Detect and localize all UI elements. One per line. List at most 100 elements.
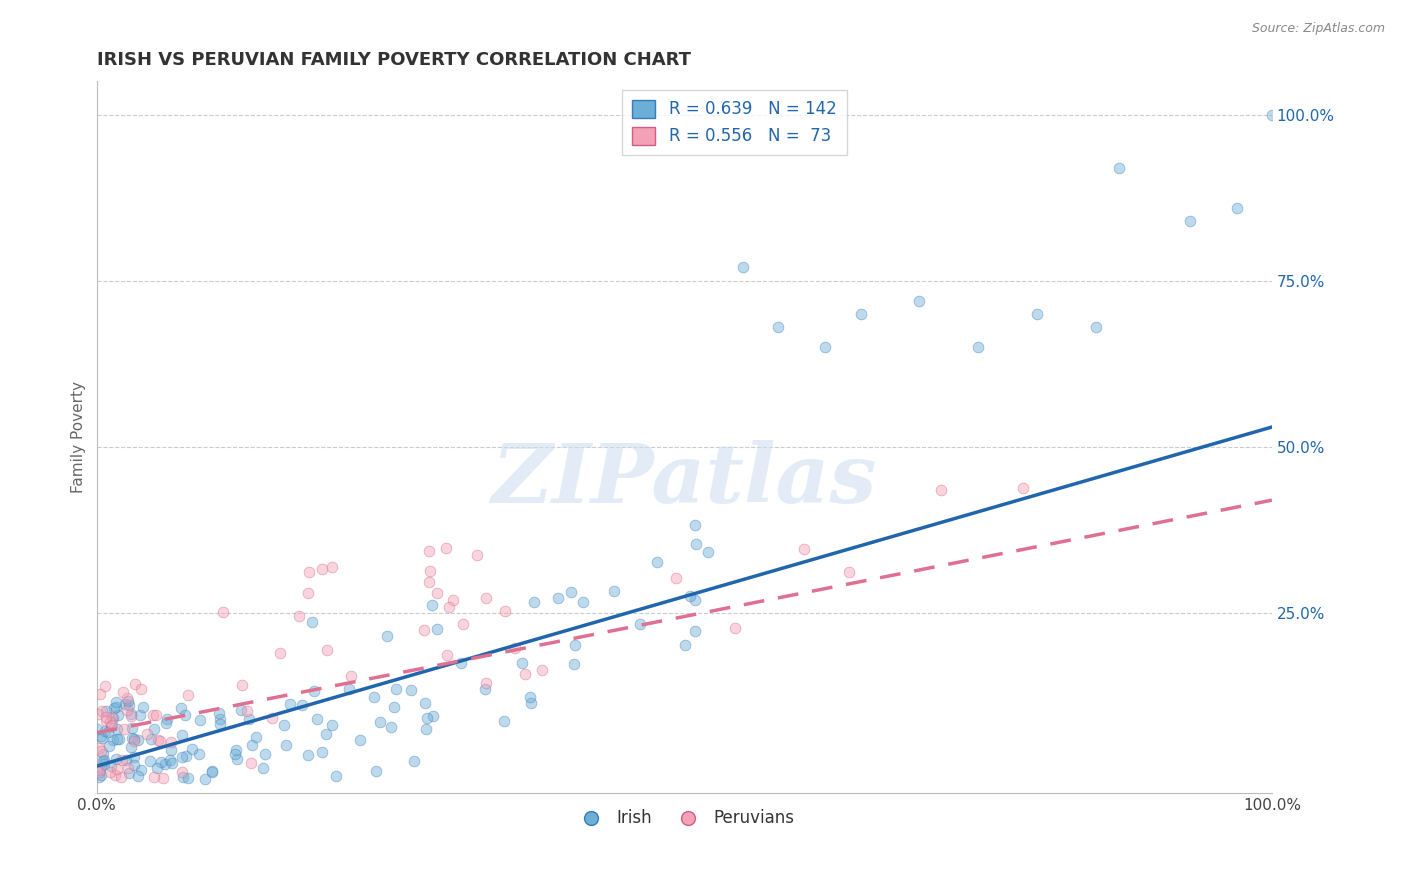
- Point: [108, 731, 131, 746]
- Point: [170, 701, 193, 715]
- Point: [931, 483, 953, 497]
- Point: [253, 747, 276, 762]
- Point: [224, 747, 246, 761]
- Point: [349, 732, 371, 747]
- Point: [122, 750, 145, 764]
- Point: [1178, 214, 1201, 228]
- Point: [201, 765, 224, 780]
- Point: [87, 770, 110, 784]
- Point: [723, 621, 745, 635]
- Point: [121, 731, 143, 745]
- Point: [149, 755, 172, 769]
- Point: [174, 749, 197, 764]
- Point: [236, 704, 259, 718]
- Point: [142, 770, 165, 784]
- Point: [451, 617, 474, 632]
- Point: [112, 685, 135, 699]
- Point: [683, 593, 706, 607]
- Point: [98, 765, 121, 780]
- Point: [172, 728, 194, 742]
- Point: [685, 537, 707, 551]
- Point: [1226, 201, 1249, 215]
- Point: [426, 586, 449, 600]
- Point: [121, 721, 143, 735]
- Point: [402, 754, 425, 768]
- Point: [321, 718, 343, 732]
- Point: [1261, 107, 1284, 121]
- Point: [439, 599, 461, 614]
- Point: [260, 711, 283, 725]
- Point: [628, 616, 651, 631]
- Text: IRISH VS PERUVIAN FAMILY POVERTY CORRELATION CHART: IRISH VS PERUVIAN FAMILY POVERTY CORRELA…: [97, 51, 690, 69]
- Point: [503, 640, 526, 655]
- Point: [153, 757, 176, 772]
- Point: [105, 732, 128, 747]
- Point: [838, 565, 860, 579]
- Point: [231, 703, 253, 717]
- Point: [419, 564, 441, 578]
- Point: [155, 716, 177, 731]
- Point: [98, 714, 121, 729]
- Point: [368, 715, 391, 730]
- Point: [209, 712, 232, 726]
- Point: [415, 722, 437, 736]
- Point: [208, 717, 231, 731]
- Point: [142, 708, 165, 723]
- Point: [91, 754, 114, 768]
- Point: [160, 735, 183, 749]
- Point: [340, 669, 363, 683]
- Point: [90, 729, 112, 743]
- Point: [93, 679, 115, 693]
- Point: [311, 562, 333, 576]
- Point: [177, 771, 200, 785]
- Point: [226, 752, 249, 766]
- Point: [173, 708, 195, 723]
- Point: [298, 565, 321, 579]
- Point: [301, 615, 323, 630]
- Point: [87, 706, 110, 721]
- Point: [814, 340, 837, 354]
- Point: [104, 768, 127, 782]
- Point: [297, 586, 319, 600]
- Text: ZIPatlas: ZIPatlas: [492, 440, 877, 520]
- Point: [416, 710, 439, 724]
- Point: [118, 766, 141, 780]
- Point: [89, 687, 111, 701]
- Point: [530, 663, 553, 677]
- Point: [315, 727, 337, 741]
- Point: [1108, 161, 1130, 175]
- Point: [547, 591, 569, 606]
- Point: [141, 731, 163, 746]
- Point: [170, 765, 193, 780]
- Point: [91, 731, 114, 745]
- Point: [849, 307, 872, 321]
- Point: [399, 683, 422, 698]
- Point: [101, 718, 124, 732]
- Point: [572, 595, 595, 609]
- Point: [450, 656, 472, 670]
- Point: [413, 696, 436, 710]
- Point: [385, 682, 408, 697]
- Point: [101, 733, 124, 747]
- Point: [97, 725, 120, 739]
- Point: [127, 769, 149, 783]
- Point: [86, 763, 108, 777]
- Point: [93, 753, 115, 767]
- Point: [212, 605, 235, 619]
- Point: [136, 726, 159, 740]
- Legend: Irish, Peruvians: Irish, Peruvians: [568, 803, 801, 834]
- Point: [380, 720, 402, 734]
- Point: [321, 559, 343, 574]
- Point: [188, 714, 211, 728]
- Point: [793, 542, 815, 557]
- Point: [1012, 481, 1035, 495]
- Point: [103, 701, 125, 715]
- Point: [426, 622, 449, 636]
- Point: [208, 706, 231, 720]
- Point: [89, 763, 111, 777]
- Point: [104, 695, 127, 709]
- Point: [139, 754, 162, 768]
- Point: [278, 697, 301, 711]
- Point: [117, 694, 139, 708]
- Point: [564, 638, 586, 652]
